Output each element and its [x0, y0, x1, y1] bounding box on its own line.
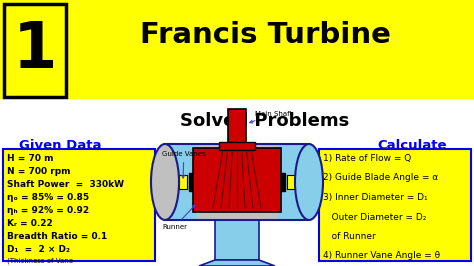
Text: Solved Problems: Solved Problems: [181, 112, 350, 130]
Bar: [0, 0, 474, 99]
Text: Breadth Ratio = 0.1: Breadth Ratio = 0.1: [7, 232, 107, 241]
Text: ηₒ = 85% = 0.85: ηₒ = 85% = 0.85: [7, 193, 89, 202]
Polygon shape: [193, 148, 281, 212]
Text: Runner: Runner: [162, 205, 195, 230]
Text: (Thickness of Vane: (Thickness of Vane: [7, 258, 73, 264]
Ellipse shape: [295, 144, 323, 220]
Bar: [287, 175, 295, 189]
Text: N = 700 rpm: N = 700 rpm: [7, 167, 71, 176]
Text: of Runner: of Runner: [323, 232, 376, 241]
Bar: [179, 175, 187, 189]
Text: Francis Turbine: Francis Turbine: [139, 21, 391, 49]
Text: Calculate: Calculate: [377, 139, 447, 152]
Text: D₁  =  2 × D₂: D₁ = 2 × D₂: [7, 245, 70, 254]
Text: 4) Runner Vane Angle = θ: 4) Runner Vane Angle = θ: [323, 251, 440, 260]
Text: Outer Diameter = D₂: Outer Diameter = D₂: [323, 213, 427, 222]
Polygon shape: [199, 260, 275, 266]
Bar: [0, 99, 474, 266]
Bar: [319, 149, 471, 261]
Text: 3) Inner Diameter = D₁: 3) Inner Diameter = D₁: [323, 193, 428, 202]
Bar: [197, 144, 277, 220]
Bar: [165, 144, 309, 220]
Bar: [4, 4, 66, 97]
Text: Draft Tube: Draft Tube: [0, 265, 1, 266]
Text: Given Data: Given Data: [19, 139, 101, 152]
Text: 2) Guide Blade Angle = α: 2) Guide Blade Angle = α: [323, 173, 438, 182]
Text: H = 70 m: H = 70 m: [7, 154, 54, 163]
Text: 1: 1: [13, 19, 57, 81]
Text: ηₕ = 92% = 0.92: ηₕ = 92% = 0.92: [7, 206, 89, 215]
Bar: [193, 175, 281, 189]
Text: Main Shaft: Main Shaft: [250, 111, 292, 123]
Bar: [3, 149, 155, 261]
Ellipse shape: [151, 144, 179, 220]
Text: 1) Rate of Flow = Q: 1) Rate of Flow = Q: [323, 154, 411, 163]
Bar: [219, 142, 255, 150]
Text: Kᵣ = 0.22: Kᵣ = 0.22: [7, 219, 53, 228]
Text: Shaft Power  =  330kW: Shaft Power = 330kW: [7, 180, 124, 189]
Bar: [189, 173, 285, 191]
Text: Guide Vanes: Guide Vanes: [162, 151, 206, 178]
Bar: [215, 212, 259, 260]
Bar: [228, 109, 246, 148]
